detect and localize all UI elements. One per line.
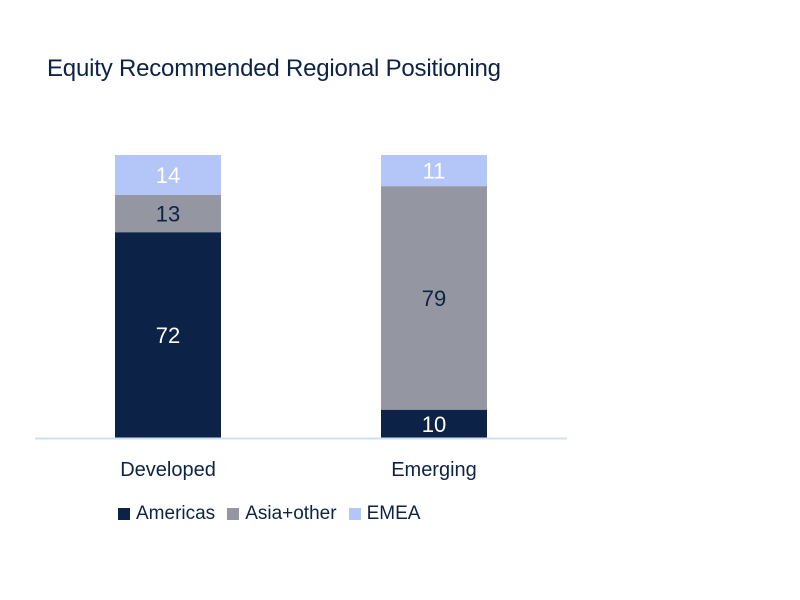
legend-label: EMEA (366, 503, 421, 524)
bar-segment (381, 409, 487, 438)
data-label: 11 (423, 159, 446, 184)
bar-segment (115, 232, 221, 438)
data-label: 79 (422, 286, 446, 311)
bar-segment (381, 186, 487, 410)
legend-item: Asia+other (227, 503, 337, 525)
data-label: 10 (422, 412, 446, 437)
bar-segment (381, 155, 487, 187)
x-tick-labels: Developed Emerging (120, 459, 477, 481)
data-label: 13 (156, 202, 180, 227)
legend-item: EMEA (348, 503, 421, 525)
bars-group: 72 13 14 10 79 11 (115, 155, 487, 438)
legend-label: Asia+other (245, 503, 337, 524)
bar-segment (115, 195, 221, 233)
data-label: 72 (156, 323, 180, 348)
legend: Americas Asia+other EMEA (118, 503, 420, 525)
x-tick-label: Emerging (391, 459, 477, 481)
x-tick-label: Developed (120, 459, 216, 481)
legend-swatch (348, 508, 361, 520)
data-label: 14 (156, 163, 180, 188)
legend-item: Americas (118, 503, 215, 525)
legend-label: Americas (136, 503, 216, 524)
legend-swatch (227, 508, 240, 520)
bar-segment (115, 155, 221, 196)
chart-title: Equity Recommended Regional Positioning (47, 55, 501, 82)
legend-swatch (118, 508, 130, 520)
